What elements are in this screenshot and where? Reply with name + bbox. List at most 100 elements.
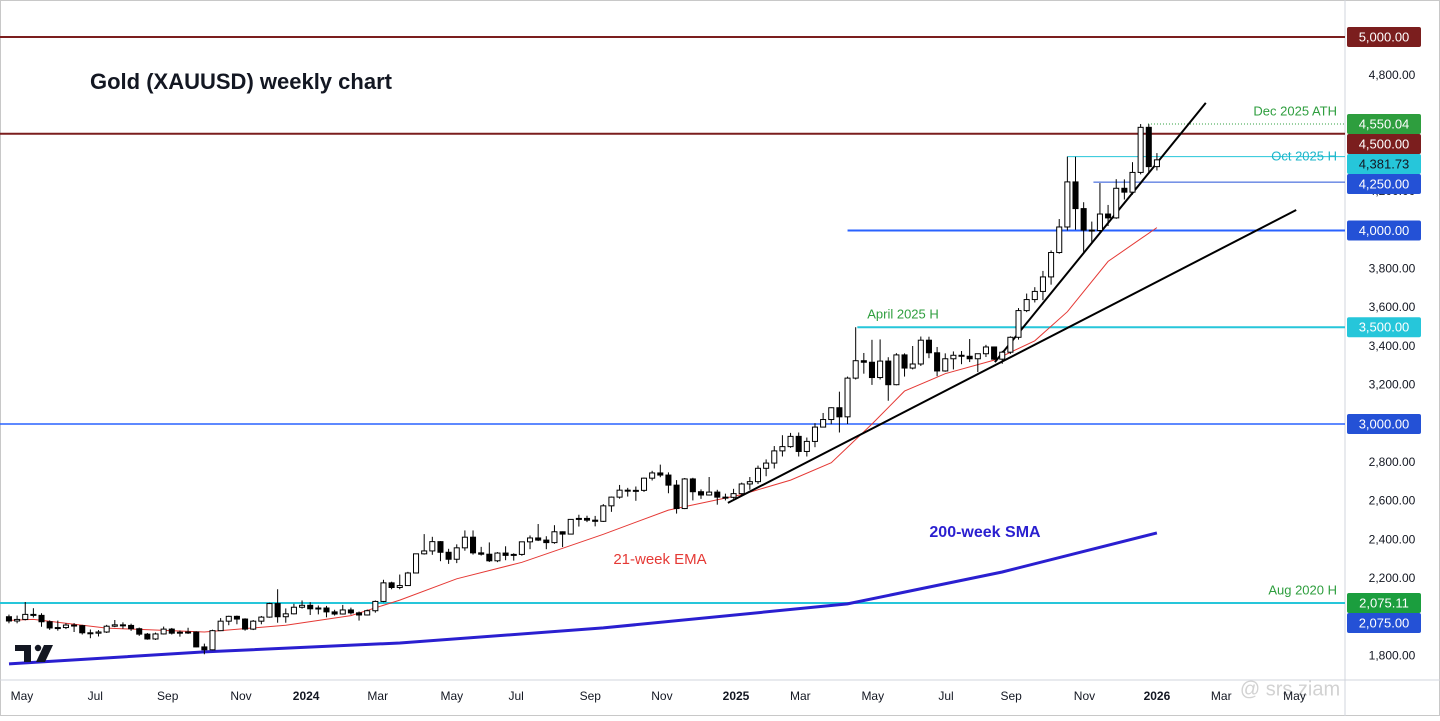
y-tick-label: 2,400.00 bbox=[1369, 532, 1416, 546]
x-tick-label: Sep bbox=[157, 689, 179, 703]
annotation: April 2025 H bbox=[867, 306, 939, 321]
y-tick-label: 3,600.00 bbox=[1369, 300, 1416, 314]
x-tick-label: 2025 bbox=[723, 689, 750, 703]
candle-body bbox=[624, 489, 631, 492]
candle-body bbox=[1153, 159, 1160, 168]
candle-body bbox=[445, 551, 452, 560]
price-tag-label: 3,000.00 bbox=[1359, 416, 1410, 431]
price-tag-label: 4,500.00 bbox=[1359, 136, 1410, 151]
candle-body bbox=[706, 491, 713, 496]
candle-body bbox=[942, 358, 949, 372]
y-tick-label: 1,800.00 bbox=[1369, 648, 1416, 662]
candle-body bbox=[567, 518, 574, 535]
candle-body bbox=[1072, 181, 1079, 210]
candle-body bbox=[242, 618, 249, 630]
candle-body bbox=[95, 631, 102, 634]
candle-body bbox=[722, 496, 729, 499]
candle-body bbox=[877, 360, 884, 379]
candle-body bbox=[437, 541, 444, 553]
candle-body bbox=[250, 620, 257, 630]
logo-part bbox=[15, 645, 31, 662]
candle-body bbox=[746, 481, 753, 485]
candle-body bbox=[649, 472, 656, 479]
candle-body bbox=[54, 627, 61, 630]
candle-body bbox=[1129, 171, 1136, 193]
candle-body bbox=[1113, 187, 1120, 219]
candle-body bbox=[893, 354, 900, 386]
candle-body bbox=[103, 625, 110, 633]
candle-body bbox=[795, 435, 802, 452]
candle-body bbox=[152, 633, 159, 640]
candle-body bbox=[885, 360, 892, 386]
x-tick-label: Mar bbox=[367, 689, 388, 703]
y-tick-label: 3,200.00 bbox=[1369, 377, 1416, 391]
candle-body bbox=[1031, 290, 1038, 301]
candle-body bbox=[575, 517, 582, 520]
candle-body bbox=[738, 483, 745, 495]
watermark: @ srs ziam bbox=[1240, 678, 1340, 700]
candle-body bbox=[372, 600, 379, 612]
price-tag bbox=[1347, 220, 1421, 241]
candle-body bbox=[364, 610, 371, 616]
candle-body bbox=[478, 552, 485, 555]
candle-body bbox=[136, 628, 143, 635]
price-tag-label: 4,381.73 bbox=[1359, 156, 1410, 171]
y-tick-label: 3,400.00 bbox=[1369, 339, 1416, 353]
candle-body bbox=[14, 618, 21, 622]
candle-body bbox=[657, 472, 664, 476]
candle-body bbox=[62, 624, 69, 629]
candle-body bbox=[673, 484, 680, 510]
candle-body bbox=[828, 407, 835, 421]
candle-body bbox=[860, 360, 867, 363]
annotation: Aug 2020 H bbox=[1268, 582, 1337, 597]
plot-area bbox=[0, 35, 1345, 666]
candle-body bbox=[87, 632, 94, 635]
candle-body bbox=[1056, 226, 1063, 254]
candle-body bbox=[868, 361, 875, 379]
candle-body bbox=[1023, 299, 1030, 312]
candle-body bbox=[22, 613, 29, 620]
candle-body bbox=[583, 517, 591, 521]
x-tick-label: May bbox=[1283, 689, 1306, 703]
candle-body bbox=[1039, 276, 1046, 292]
candle-body bbox=[299, 604, 306, 608]
candle-body bbox=[461, 536, 468, 549]
candle-body bbox=[1080, 208, 1087, 231]
price-tag-label: 2,075.11 bbox=[1359, 595, 1409, 610]
price-tag bbox=[1347, 592, 1421, 613]
candle-body bbox=[201, 646, 208, 651]
x-tick-label: Mar bbox=[790, 689, 811, 703]
price-tag-label: 4,250.00 bbox=[1359, 176, 1410, 191]
candle-body bbox=[111, 624, 118, 627]
candle-body bbox=[974, 353, 981, 360]
candle-body bbox=[486, 553, 493, 562]
candle-body bbox=[315, 607, 322, 610]
candle-body bbox=[413, 553, 420, 574]
candle-body bbox=[640, 477, 648, 491]
candle-body bbox=[79, 625, 86, 634]
x-tick-label: May bbox=[861, 689, 884, 703]
candle-body bbox=[551, 531, 558, 544]
candle-body bbox=[5, 616, 12, 622]
candle-body bbox=[209, 630, 216, 651]
x-tick-label: Sep bbox=[1001, 689, 1023, 703]
logo-part bbox=[36, 645, 53, 662]
x-tick-label: Nov bbox=[230, 689, 251, 703]
candle-body bbox=[356, 612, 363, 616]
candle-body bbox=[388, 582, 395, 589]
price-tag bbox=[1347, 154, 1421, 175]
candle-body bbox=[470, 536, 477, 554]
candle-body bbox=[404, 572, 411, 587]
candle-body bbox=[754, 467, 762, 483]
x-tick-label: May bbox=[11, 689, 34, 703]
price-tag-label: 5,000.00 bbox=[1359, 29, 1410, 44]
candle-body bbox=[925, 339, 932, 354]
candle-body bbox=[526, 537, 534, 543]
candle-body bbox=[730, 493, 737, 498]
candle-body bbox=[999, 351, 1006, 360]
candle-body bbox=[934, 352, 941, 372]
candle-body bbox=[697, 491, 705, 496]
candle-body bbox=[429, 541, 436, 552]
candle-body bbox=[307, 604, 314, 610]
